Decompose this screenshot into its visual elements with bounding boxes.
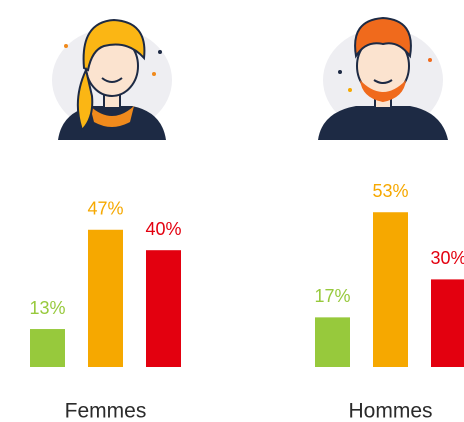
bar <box>315 317 350 367</box>
bar <box>431 279 464 367</box>
bar <box>88 229 123 367</box>
value-label: 30% <box>430 248 464 268</box>
value-label: 40% <box>145 219 181 239</box>
value-label: 17% <box>314 286 350 306</box>
value-label: 13% <box>29 298 65 318</box>
value-label: 53% <box>372 181 408 201</box>
bar <box>373 212 408 367</box>
value-label: 47% <box>87 199 123 219</box>
avatar-femme <box>52 18 172 140</box>
bar <box>146 250 181 367</box>
avatar-homme <box>318 16 448 140</box>
bar <box>30 329 65 367</box>
group-label: Hommes <box>348 400 432 422</box>
group-label: Femmes <box>65 400 147 422</box>
